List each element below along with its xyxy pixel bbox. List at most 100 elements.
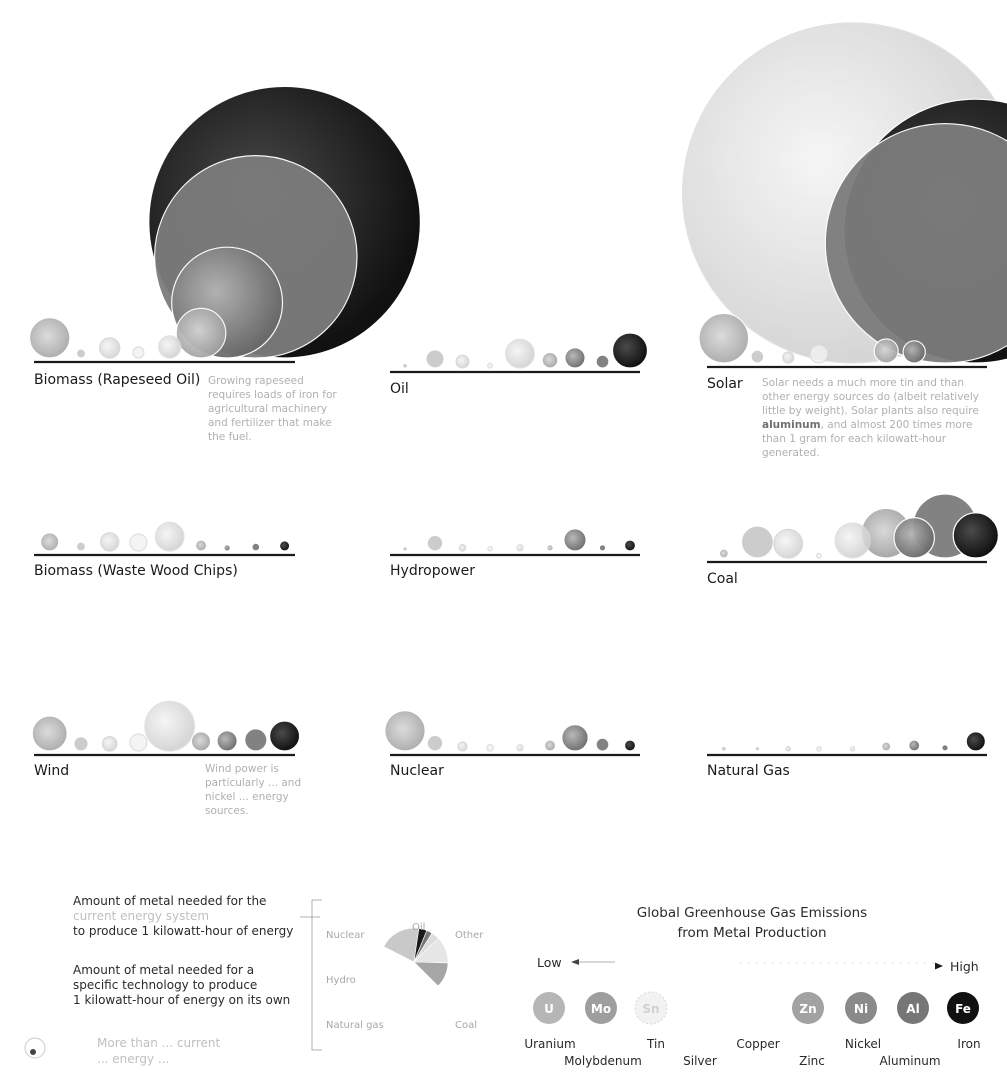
circle-tin [785,745,792,752]
mix-label-other: Other [455,930,484,941]
circle-uranium [39,532,60,552]
ghg-token-circle [845,992,877,1024]
circle-silver [486,743,494,752]
legend-current-line2: current energy system [73,909,210,923]
note-biomass-rapeseed: Growing rapeseed requires loads of iron … [208,375,337,443]
circle-copper [516,743,524,752]
ghg-token-circle [947,992,979,1024]
circle-zinc [175,307,227,359]
legend-sample-dot [30,1049,36,1055]
panel-2 [682,22,1007,369]
circle-uranium [31,715,68,752]
circle-tin [773,528,804,559]
panel-8 [707,731,987,757]
circle-nickel [216,730,238,752]
circle-molybdenum [426,734,444,752]
circle-molybdenum [426,534,444,552]
circle-nickel [561,723,589,752]
panel-1 [390,332,649,374]
circle-silver [132,346,145,359]
ghg-token-symbol: Zn [799,1002,816,1016]
circle-copper [849,745,856,752]
ghg-arrowhead-left [571,959,579,965]
circle-nickel [223,543,231,552]
metal-name-silver: Silver [683,1054,717,1068]
circle-silver [129,533,148,552]
panel-7 [384,709,640,757]
circle-zinc [194,539,208,552]
panel-0 [28,85,422,364]
circle-iron [278,540,291,552]
ghg-token-symbol: Mo [591,1002,611,1016]
circle-aluminum [595,354,610,369]
mix-label-hydro: Hydro [326,975,356,986]
mix-slice [383,927,420,963]
ghg-token-circle [897,992,929,1024]
ghg-token-circle [634,991,668,1025]
note-solar: Solar needs a much more tin and than oth… [762,377,980,459]
circle-nickel [908,739,921,752]
ghg-low-label: Low [537,955,562,970]
circle-iron [623,539,637,552]
mix-label-natural-gas: Natural gas [326,1020,384,1031]
circle-silver [129,733,148,752]
legend-current-line3: to produce 1 kilowatt-hour of energy [73,924,294,938]
metal-name-nickel: Nickel [844,1037,882,1051]
circle-zinc [543,739,557,752]
ghg-token-molybdenum: Mo [585,992,617,1024]
panel-title-oil: Oil [390,381,409,397]
circle-aluminum [824,123,1007,364]
ghg-arrowhead-right [935,962,943,970]
panel-3 [34,521,295,557]
circle-aluminum [244,728,268,752]
ghg-token-circle [585,992,617,1024]
ghg-token-aluminum: Al [897,992,929,1024]
circle-uranium [28,316,71,359]
circle-uranium [698,312,750,364]
panel-title-solar: Solar [707,376,743,392]
panel-title-wind: Wind [34,763,70,779]
circle-copper [516,543,524,552]
ghg-token-tin: Sn [634,991,668,1025]
ghg-token-symbol: U [544,1002,554,1016]
circle-silver [487,545,493,552]
ghg-title-line1: Global Greenhouse Gas Emissions [636,905,868,921]
circle-uranium [402,545,408,552]
circle-uranium [402,362,408,369]
circle-zinc [546,543,554,552]
ghg-token-symbol: Ni [854,1002,868,1016]
circle-silver [809,344,829,364]
ghg-high-label: High [950,959,979,974]
circle-nickel [902,340,926,364]
circle-silver [816,745,822,752]
circle-iron [965,731,987,752]
metal-name-aluminum: Aluminum [879,1054,941,1068]
panel-6 [31,700,301,757]
note-wind: Wind power is particularly ... and nicke… [205,763,302,817]
circle-silver [816,552,822,559]
circle-copper [505,338,535,369]
circle-zinc [541,351,559,369]
circle-tin [98,337,121,359]
legend-sample-ring [24,1037,46,1059]
mix-slice [413,961,449,987]
circle-tin [455,354,470,369]
mix-label-coal: Coal [455,1020,478,1031]
legend-more-line2: ... energy ... [97,1052,170,1066]
mix-label-oil: Oil [412,922,426,933]
circle-iron [269,720,301,752]
legend-bracket [311,899,322,1051]
ghg-token-iron: Fe [947,992,979,1024]
metal-name-molybdenum: Molybdenum [564,1054,642,1068]
metal-name-uranium: Uranium [524,1037,576,1051]
circle-copper [834,522,871,559]
ghg-token-uranium: U [533,992,565,1024]
ghg-token-symbol: Fe [955,1002,971,1016]
ghg-token-circle [533,992,565,1024]
circle-iron [952,512,1000,559]
panel-4 [390,528,640,557]
panel-title-coal: Coal [707,571,738,587]
circle-aluminum [598,543,607,552]
panel-title-hydropower: Hydropower [390,563,475,579]
